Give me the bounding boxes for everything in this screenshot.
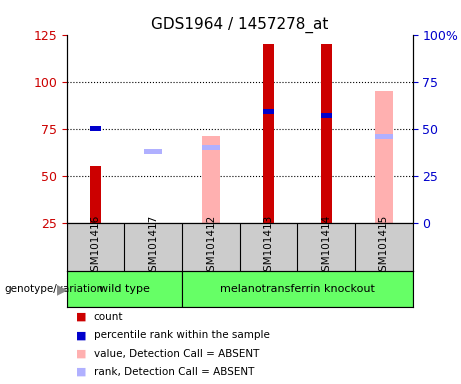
Bar [263,109,274,114]
Bar [320,44,332,223]
Bar [90,126,101,131]
Text: genotype/variation: genotype/variation [5,284,104,294]
Text: GSM101416: GSM101416 [91,215,100,278]
Text: GSM101414: GSM101414 [321,215,331,278]
Bar [202,145,220,150]
Text: GSM101415: GSM101415 [379,215,389,278]
Text: ■: ■ [76,349,87,359]
Bar [202,136,220,223]
Text: GSM101413: GSM101413 [264,215,273,278]
Title: GDS1964 / 1457278_at: GDS1964 / 1457278_at [151,17,328,33]
Text: ■: ■ [76,330,87,340]
Text: value, Detection Call = ABSENT: value, Detection Call = ABSENT [94,349,259,359]
Bar [263,44,274,223]
Text: percentile rank within the sample: percentile rank within the sample [94,330,270,340]
Bar [90,166,101,223]
Bar [320,113,332,118]
Text: GSM101417: GSM101417 [148,215,158,278]
Text: wild type: wild type [99,284,150,294]
Bar [148,223,159,228]
Bar [375,91,393,223]
Text: ■: ■ [76,367,87,377]
Bar [375,134,393,139]
Bar [182,271,413,307]
Bar [67,271,182,307]
Text: melanotransferrin knockout: melanotransferrin knockout [220,284,375,294]
Text: rank, Detection Call = ABSENT: rank, Detection Call = ABSENT [94,367,254,377]
Text: ▶: ▶ [57,282,68,296]
Text: GSM101412: GSM101412 [206,215,216,278]
Text: ■: ■ [76,312,87,322]
Text: count: count [94,312,123,322]
Bar [144,149,162,154]
